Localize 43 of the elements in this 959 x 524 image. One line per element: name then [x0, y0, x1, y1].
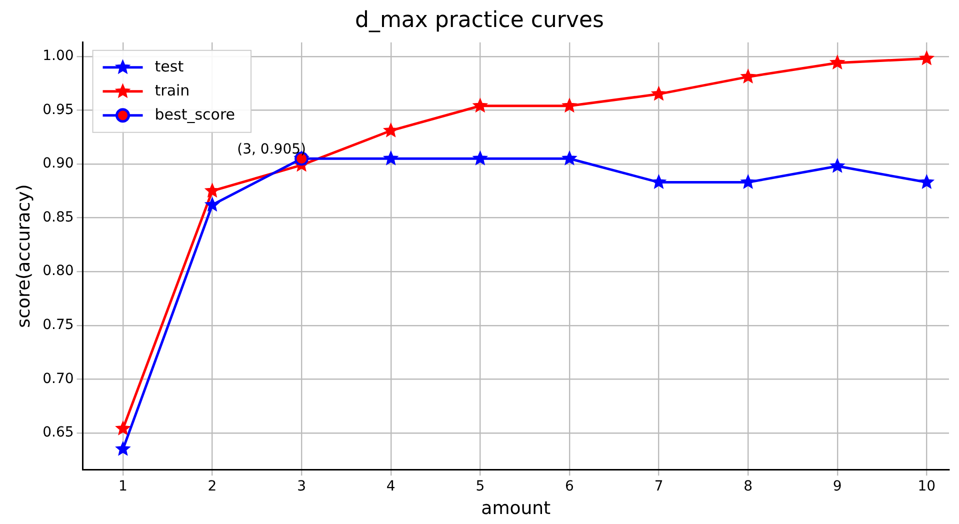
y-tick-label: 0.90 — [42, 156, 74, 172]
point — [830, 55, 845, 70]
point — [652, 86, 666, 100]
point — [473, 98, 488, 112]
legend-label: best_score — [154, 105, 236, 124]
x-tick-label: 2 — [208, 478, 217, 495]
x-tick-label: 1 — [118, 478, 128, 495]
point — [205, 183, 220, 198]
x-tick-label: 7 — [654, 478, 664, 495]
point — [384, 123, 398, 137]
x-tick-label: 9 — [832, 478, 842, 495]
x-tick-label: 10 — [918, 478, 936, 495]
legend-label: test — [154, 57, 184, 76]
x-tick-label: 8 — [744, 478, 753, 495]
point — [740, 69, 756, 83]
y-tick-label: 0.80 — [42, 263, 74, 280]
point — [205, 197, 220, 212]
point — [562, 98, 577, 112]
legend-label: train — [154, 81, 190, 100]
x-tick-label: 3 — [297, 478, 306, 495]
point — [740, 174, 756, 188]
point — [920, 174, 934, 188]
point — [116, 442, 130, 456]
y-tick-label: 0.95 — [42, 102, 74, 118]
point — [562, 151, 577, 165]
x-axis-title: amount — [481, 498, 551, 519]
annotation: (3, 0.905) — [237, 141, 306, 158]
y-tick-label: 0.75 — [42, 317, 74, 334]
y-tick-label: 0.85 — [42, 209, 74, 226]
y-tick-label: 1.00 — [42, 48, 74, 64]
point — [830, 158, 845, 172]
y-axis-title: score(accuracy) — [13, 184, 34, 328]
point — [384, 151, 398, 165]
y-tick-label: 0.65 — [42, 424, 74, 441]
x-tick-label: 6 — [565, 478, 574, 495]
point — [116, 421, 130, 435]
chart-title: d_max practice curves — [355, 8, 604, 33]
point — [473, 151, 488, 165]
y-tick-label: 0.70 — [42, 370, 74, 387]
x-tick-label: 4 — [386, 478, 396, 495]
x-tick-label: 5 — [476, 478, 485, 495]
point — [652, 174, 666, 188]
point — [920, 51, 934, 65]
